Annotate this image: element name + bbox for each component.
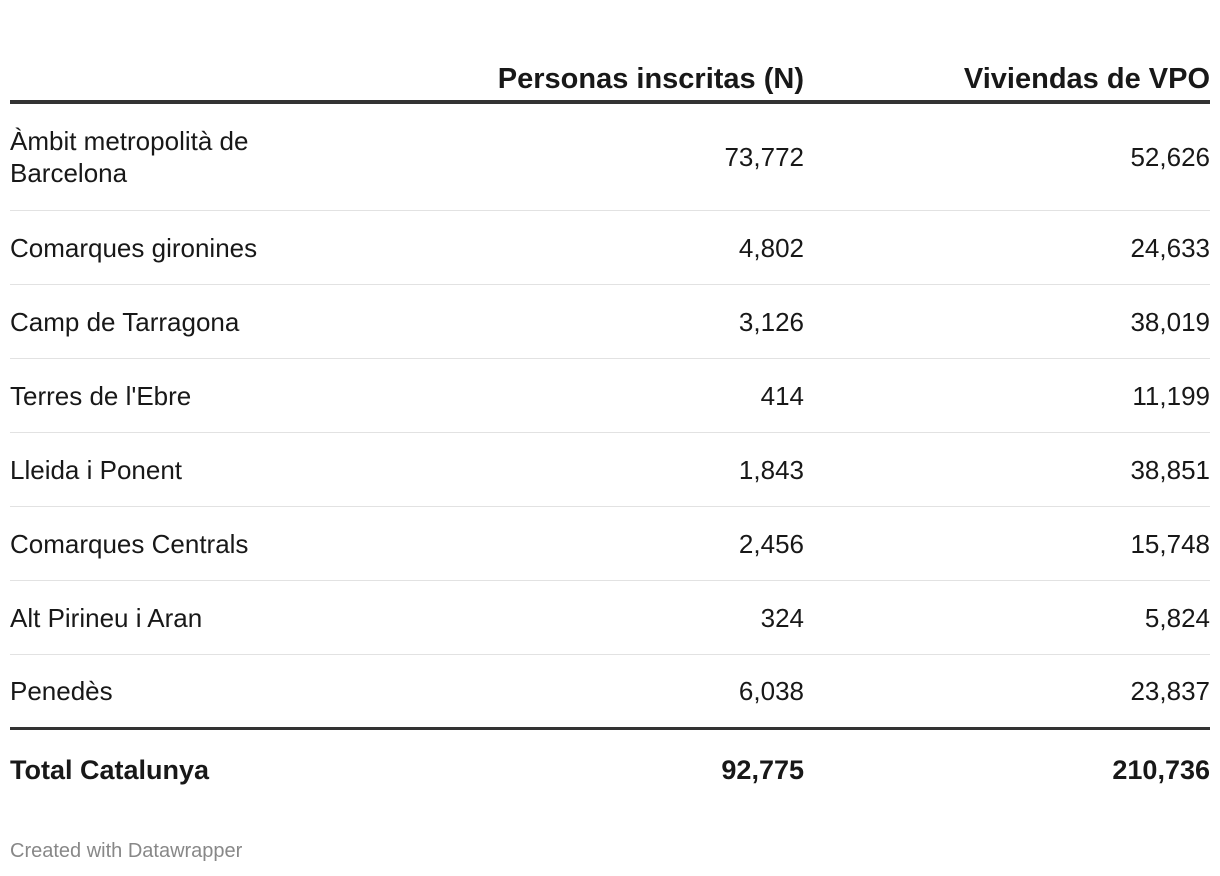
viviendas-cell: 52,626 <box>804 102 1210 211</box>
region-cell: Comarques gironines <box>10 210 310 285</box>
personas-cell: 414 <box>310 358 804 433</box>
table-row: Alt Pirineu i Aran 324 5,824 <box>10 580 1210 655</box>
column-header-region <box>10 30 310 104</box>
table-row: Camp de Tarragona 3,126 38,019 <box>10 284 1210 359</box>
table-row: Comarques gironines 4,802 24,633 <box>10 210 1210 285</box>
personas-cell: 3,126 <box>310 284 804 359</box>
region-cell: Penedès <box>10 676 113 706</box>
region-cell: Lleida i Ponent <box>10 432 310 507</box>
region-cell: Comarques Centrals <box>10 506 310 581</box>
total-row: Total Catalunya 92,775 210,736 <box>10 727 1210 808</box>
region-cell: Àmbit metropolità de Barcelona <box>10 102 310 211</box>
viviendas-cell: 11,199 <box>804 358 1210 433</box>
region-cell: Camp de Tarragona <box>10 284 310 359</box>
viviendas-cell: 38,851 <box>804 432 1210 507</box>
viviendas-cell: 5,824 <box>804 580 1210 655</box>
personas-cell: 324 <box>310 580 804 655</box>
personas-cell: 4,802 <box>310 210 804 285</box>
region-cell: Alt Pirineu i Aran <box>10 580 310 655</box>
region-cell: Terres de l'Ebre <box>10 358 310 433</box>
personas-cell: 2,456 <box>310 506 804 581</box>
total-viviendas: 210,736 <box>804 727 1210 808</box>
viviendas-cell: 23,837 <box>1130 676 1210 706</box>
total-label: Total Catalunya <box>10 727 310 808</box>
table-row: Comarques Centrals 2,456 15,748 <box>10 506 1210 581</box>
column-header-viviendas: Viviendas de VPO <box>804 30 1210 104</box>
personas-cell: 1,843 <box>310 432 804 507</box>
column-header-personas: Personas inscritas (N) <box>310 30 804 104</box>
viviendas-cell: 38,019 <box>804 284 1210 359</box>
personas-cell: 6,038 <box>738 676 804 706</box>
vpo-table: Personas inscritas (N) Viviendas de VPO … <box>10 30 1210 808</box>
table-row: Lleida i Ponent 1,843 38,851 <box>10 432 1210 507</box>
header-row: Personas inscritas (N) Viviendas de VPO <box>10 30 1210 104</box>
total-personas: 92,775 <box>310 727 804 808</box>
table-row: Àmbit metropolità de Barcelona 73,772 52… <box>10 102 1210 211</box>
viviendas-cell: 15,748 <box>804 506 1210 581</box>
personas-cell: 73,772 <box>310 102 804 211</box>
viviendas-cell: 24,633 <box>804 210 1210 285</box>
data-table-container: Personas inscritas (N) Viviendas de VPO … <box>10 30 1210 808</box>
datawrapper-credit: Created with Datawrapper <box>10 840 243 862</box>
table-row: Terres de l'Ebre 414 11,199 <box>10 358 1210 433</box>
table-row: Penedès 6,038 23,837 <box>10 655 1210 729</box>
